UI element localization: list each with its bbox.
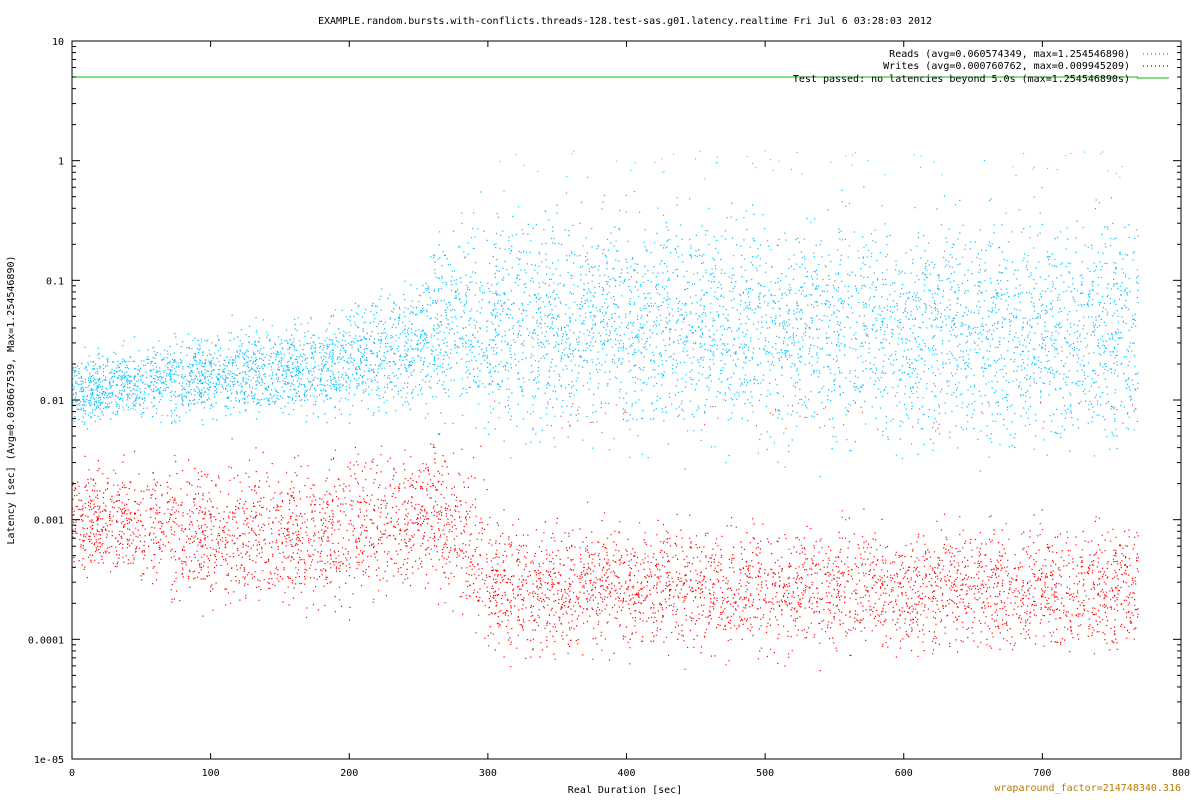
series-points [72,400,1139,672]
plot-frame [71,40,1182,760]
scatter-outliers [494,400,1138,430]
x-axis-label: Real Duration [sec] [568,785,682,796]
x-tick-label: 100 [202,768,220,779]
y-tick-label: 0.001 [34,516,64,527]
scatter-points [72,433,1139,672]
x-tick-label: 500 [756,768,774,779]
y-tick-label: 10 [52,37,64,48]
y-tick-label: 0.1 [46,276,64,287]
y-axis: 1e-05 0.0001 0.001 0.01 0.1 1 10 [28,37,1181,766]
scatter-outliers [499,150,1123,180]
legend: Reads (avg=0.060574349, max=1.254546890)… [793,49,1169,85]
chart-title: EXAMPLE.random.bursts.with-conflicts.thr… [318,16,932,27]
series-points [72,150,1139,478]
x-tick-label: 700 [1033,768,1051,779]
legend-label-reads: Reads (avg=0.060574349, max=1.254546890) [889,49,1130,60]
points-layer [72,150,1139,672]
x-tick-label: 600 [895,768,913,779]
legend-label-threshold: Test passed: no latencies beyond 5.0s (m… [793,74,1130,85]
x-tick-label: 0 [69,768,75,779]
wraparound-footer: wraparound_factor=214748340.316 [994,783,1181,794]
y-tick-label: 0.01 [40,396,64,407]
x-tick-label: 400 [617,768,635,779]
x-axis: 0 100 200 300 400 500 600 700 800 [69,41,1190,779]
y-axis-label: Latency [sec] (Avg=0.030667539, Max=1.25… [6,256,17,545]
x-tick-label: 800 [1172,768,1190,779]
y-tick-label: 1 [58,157,64,168]
x-tick-label: 300 [479,768,497,779]
x-tick-label: 200 [340,768,358,779]
y-tick-label: 0.0001 [28,635,64,646]
scatter-points [72,176,1139,478]
legend-label-writes: Writes (avg=0.000760762, max=0.009945209… [883,61,1130,72]
y-tick-label: 1e-05 [34,755,64,766]
